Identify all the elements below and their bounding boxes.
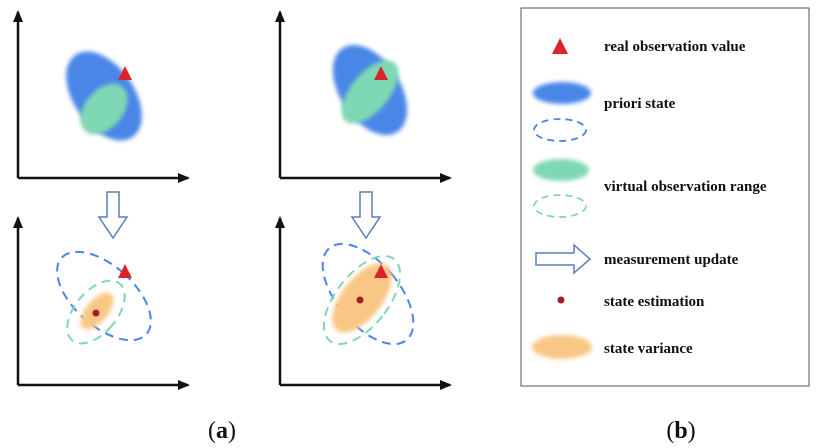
observation-marker	[118, 66, 132, 80]
virtual-observation-dashed-ellipse	[66, 279, 126, 345]
panel-a-top	[13, 10, 190, 183]
update-arrow-a	[97, 191, 129, 240]
legend: real observation value priori state virt…	[520, 7, 810, 387]
legend-prior-icon	[533, 82, 591, 104]
legend-estimate-icon	[557, 296, 565, 304]
legend-variance-label: state variance	[604, 341, 693, 357]
panel-b-bottom	[275, 216, 452, 390]
priori-state-dashed-ellipse	[321, 242, 415, 346]
caption-a: (a)	[208, 418, 236, 444]
legend-virtual-icon	[533, 159, 589, 181]
legend-virtual-dashed-icon	[533, 194, 587, 218]
legend-frame	[520, 7, 810, 387]
legend-estimate-label: state estimation	[604, 294, 705, 310]
state-estimation-dot	[92, 309, 100, 317]
virtual-observation-dashed-ellipse	[322, 255, 402, 345]
panel-b-top	[275, 10, 452, 183]
legend-observation-icon	[552, 38, 568, 54]
state-estimation-dot	[356, 296, 364, 304]
legend-update-label: measurement update	[604, 252, 739, 268]
observation-marker	[374, 264, 388, 278]
legend-update-arrow-icon	[535, 243, 592, 275]
legend-observation-label: real observation value	[604, 39, 746, 55]
virtual-observation-ellipse	[80, 83, 128, 135]
observation-marker	[374, 66, 388, 80]
caption-b: (b)	[666, 418, 695, 444]
legend-variance-icon	[532, 335, 592, 359]
panel-a-bottom	[13, 216, 190, 390]
legend-prior-label: priori state	[604, 96, 676, 112]
update-arrow-b	[350, 191, 382, 240]
legend-prior-dashed-icon	[533, 118, 587, 142]
observation-marker	[118, 264, 132, 278]
legend-virtual-label: virtual observation range	[604, 179, 767, 195]
